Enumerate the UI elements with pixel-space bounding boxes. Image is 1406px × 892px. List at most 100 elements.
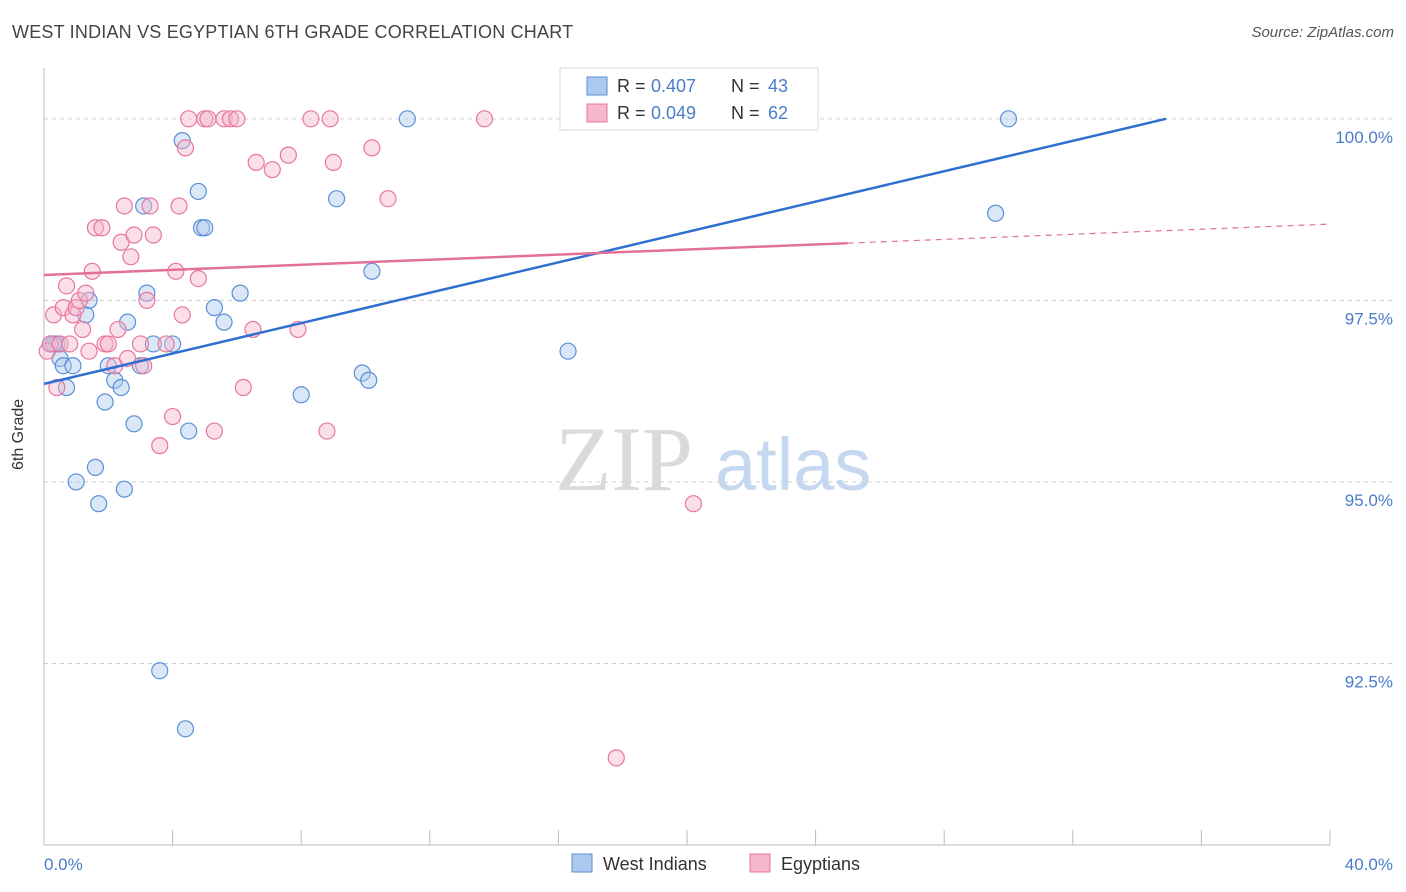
legend-n-label-1: N = <box>731 76 760 96</box>
point-egyptian-24 <box>122 248 140 266</box>
point-west-indian-26 <box>180 422 198 440</box>
point-west-indian-25 <box>176 720 195 738</box>
point-egyptian-60 <box>684 495 703 513</box>
point-west-indian-15 <box>115 480 133 498</box>
point-west-indian-29 <box>196 219 214 237</box>
point-west-indian-20 <box>138 284 156 302</box>
point-egyptian-3 <box>48 378 66 397</box>
point-egyptian-48 <box>263 161 281 179</box>
x-tick-label-min: 0.0% <box>44 855 83 874</box>
point-egyptian-26 <box>131 335 150 353</box>
point-egyptian-16 <box>93 219 111 237</box>
x-tick-label-max: 40.0% <box>1345 855 1393 874</box>
point-west-indian-17 <box>125 415 143 433</box>
trend-line-extension-egyptians <box>847 223 1331 244</box>
y-tick-label-3: 100.0% <box>1335 128 1393 147</box>
axes <box>43 68 1331 846</box>
data-points <box>38 110 1018 767</box>
point-west-indian-31 <box>215 313 233 331</box>
point-west-indian-27 <box>189 182 207 201</box>
point-west-indian-14 <box>112 378 130 397</box>
point-egyptian-55 <box>363 139 381 157</box>
point-egyptian-7 <box>61 335 79 353</box>
point-egyptian-42 <box>205 422 223 440</box>
trend-line-west-indians <box>43 117 1167 386</box>
legend-r-label-2: R = <box>617 103 646 123</box>
legend-r-value-1: 0.407 <box>651 76 696 96</box>
legend: R = 0.407 N = 43 R = 0.049 N = 62 <box>559 67 819 131</box>
point-west-indian-33 <box>292 386 310 404</box>
trend-lines <box>43 117 1331 386</box>
legend-swatch-egyptians <box>586 103 608 123</box>
point-west-indian-19 <box>135 197 153 215</box>
bottom-legend: West Indians Egyptians <box>571 853 860 874</box>
point-egyptian-13 <box>80 342 98 360</box>
point-egyptian-22 <box>115 197 133 215</box>
point-egyptian-37 <box>176 139 195 157</box>
x-tick-labels: 0.0% 40.0% <box>44 855 1393 874</box>
point-egyptian-29 <box>141 197 159 215</box>
point-egyptian-56 <box>379 190 397 208</box>
point-west-indian-22 <box>151 662 169 680</box>
watermark: ZIP atlas <box>555 408 871 510</box>
legend-swatch-west-indians <box>586 76 608 96</box>
watermark-atlas: atlas <box>715 423 871 506</box>
point-egyptian-52 <box>321 110 339 128</box>
bottom-legend-label-west-indians: West Indians <box>603 854 707 874</box>
point-egyptian-32 <box>157 335 175 353</box>
legend-n-value-1: 43 <box>768 76 788 96</box>
source-label: Source: ZipAtlas.com <box>1251 24 1394 41</box>
legend-r-value-2: 0.049 <box>651 103 696 123</box>
point-egyptian-39 <box>189 269 207 288</box>
point-egyptian-53 <box>318 422 336 440</box>
point-west-indian-40 <box>987 204 1005 222</box>
point-west-indian-6 <box>67 473 85 491</box>
bottom-legend-swatch-egyptians <box>749 853 771 873</box>
point-egyptian-6 <box>57 277 76 295</box>
point-egyptian-33 <box>164 407 182 426</box>
point-egyptian-12 <box>77 284 95 302</box>
point-west-indian-3 <box>54 357 72 375</box>
point-egyptian-58 <box>607 749 625 767</box>
point-egyptian-54 <box>324 153 342 172</box>
chart-title: WEST INDIAN VS EGYPTIAN 6TH GRADE CORREL… <box>12 22 574 42</box>
point-egyptian-38 <box>180 110 198 128</box>
point-west-indian-21 <box>144 335 162 353</box>
point-egyptian-43 <box>215 110 233 128</box>
point-west-indian-39 <box>559 342 577 360</box>
point-west-indian-37 <box>363 262 381 280</box>
point-egyptian-1 <box>41 335 60 353</box>
point-egyptian-30 <box>144 226 162 244</box>
y-tick-label-2: 97.5% <box>1345 309 1393 328</box>
point-west-indian-30 <box>205 299 223 317</box>
bottom-legend-swatch-west-indians <box>571 853 593 873</box>
legend-r-label-1: R = <box>617 76 646 96</box>
point-egyptian-31 <box>151 437 169 455</box>
point-egyptian-14 <box>83 262 101 280</box>
point-west-indian-36 <box>360 371 378 389</box>
point-egyptian-44 <box>221 110 240 128</box>
point-west-indian-11 <box>96 393 114 411</box>
point-egyptian-57 <box>475 110 494 128</box>
point-egyptian-28 <box>138 291 156 309</box>
bottom-legend-label-egyptians: Egyptians <box>781 854 860 874</box>
point-egyptian-35 <box>170 197 188 215</box>
point-west-indian-32 <box>231 284 249 302</box>
point-west-indian-23 <box>164 335 182 353</box>
point-egyptian-15 <box>86 219 105 237</box>
legend-n-label-2: N = <box>731 103 760 123</box>
point-egyptian-11 <box>73 320 92 339</box>
watermark-zip: ZIP <box>555 408 693 510</box>
point-egyptian-47 <box>247 153 265 172</box>
point-egyptian-46 <box>234 378 252 397</box>
point-west-indian-9 <box>86 458 105 476</box>
point-egyptian-34 <box>167 262 185 280</box>
point-egyptian-25 <box>125 226 143 244</box>
point-egyptian-36 <box>173 306 191 324</box>
point-egyptian-49 <box>279 146 297 164</box>
point-egyptian-41 <box>199 110 217 128</box>
point-west-indian-10 <box>90 495 108 513</box>
legend-n-value-2: 62 <box>768 103 788 123</box>
point-west-indian-5 <box>64 357 82 375</box>
